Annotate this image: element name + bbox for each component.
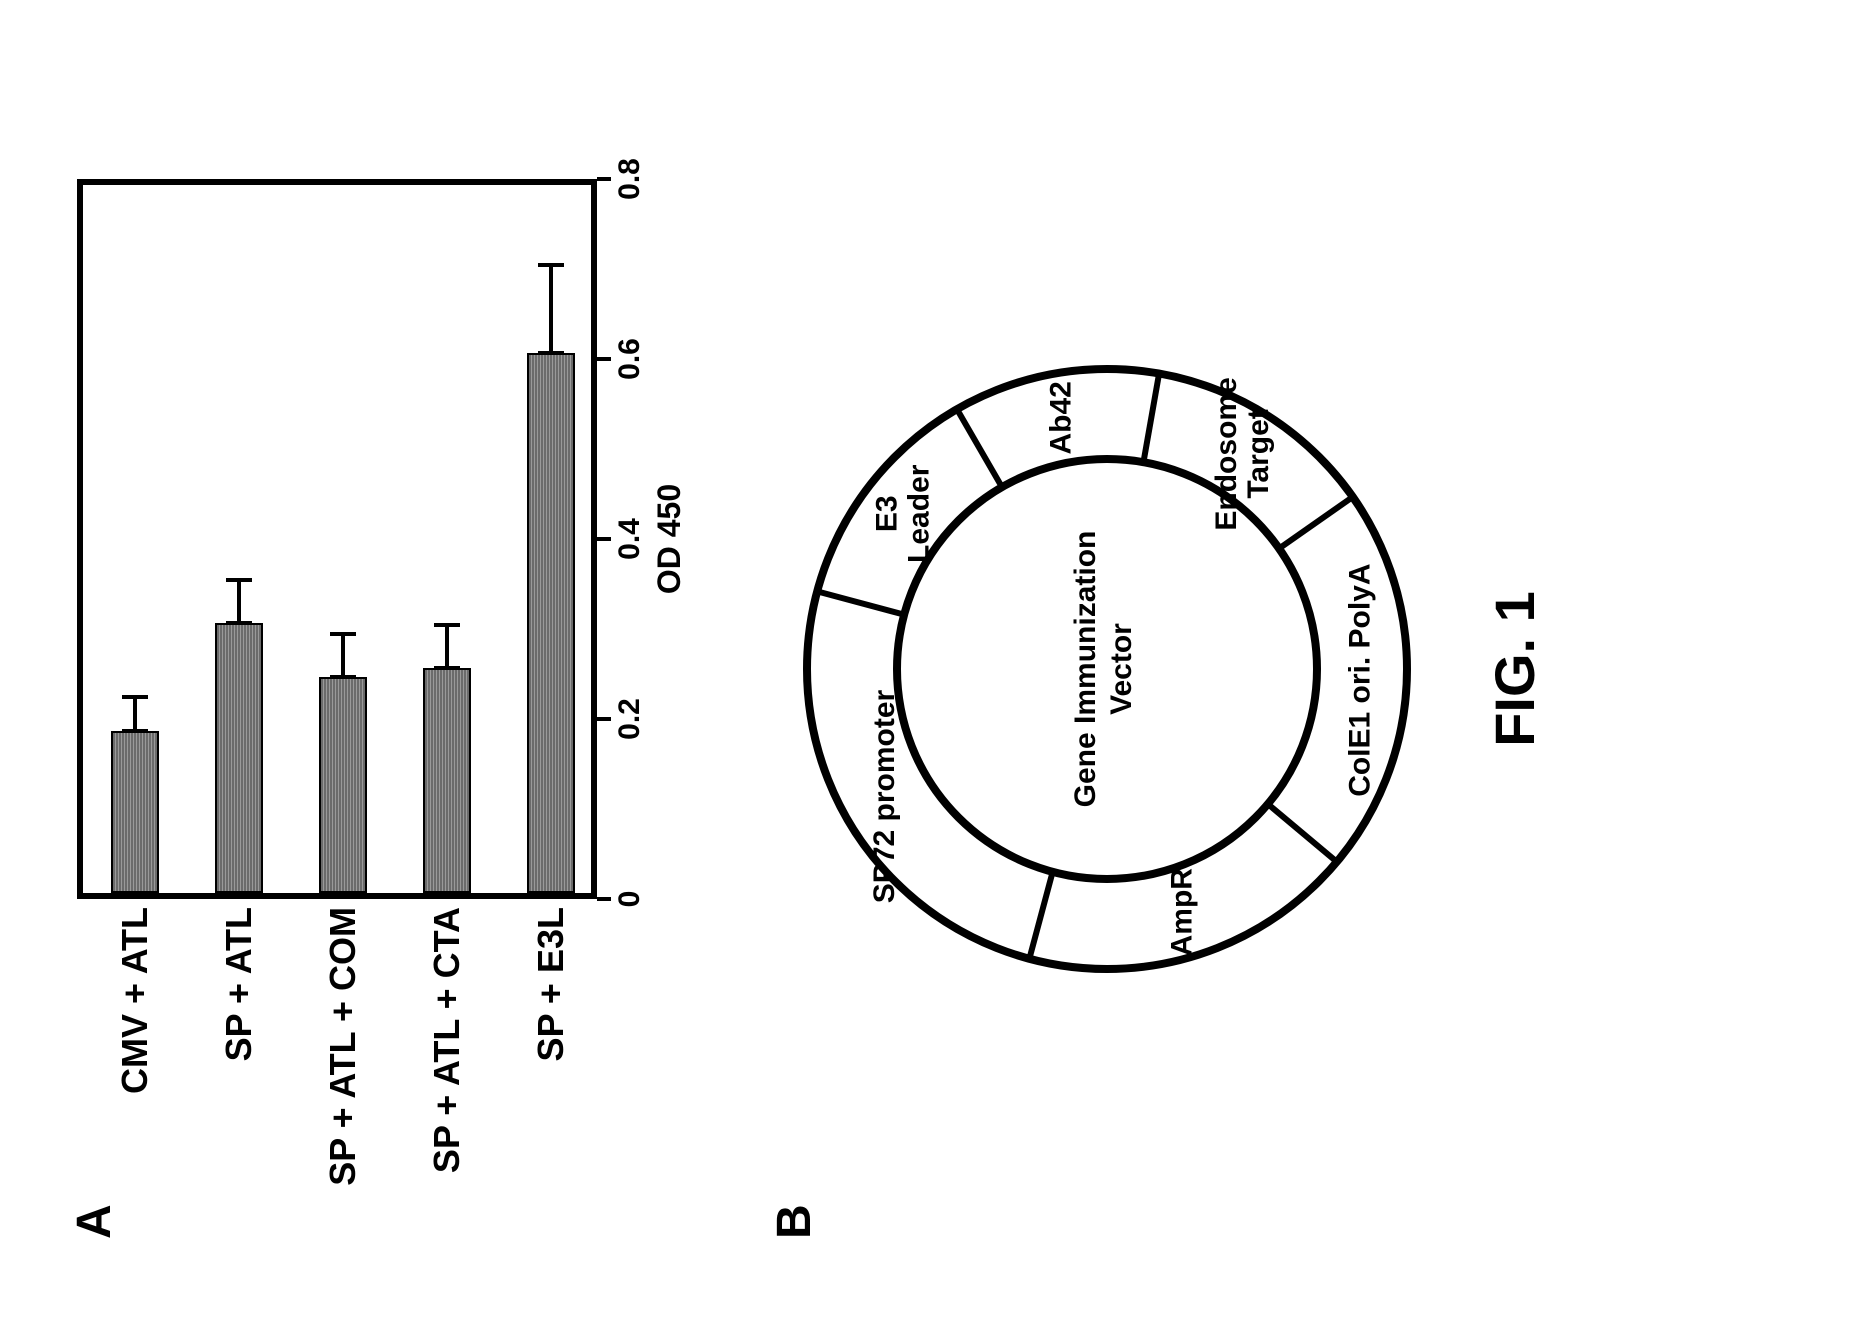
segment-label-group: AmpR	[1166, 867, 1199, 956]
segment-label: SP72 promoter	[868, 689, 901, 903]
x-tick-label: 0.2	[613, 698, 647, 740]
bar-chart-bars: CMV + ATL SP + ATL SP + ATL + COM SP + ATL …	[83, 185, 591, 893]
error-bar	[133, 697, 137, 733]
bar	[423, 668, 471, 893]
segment-label-group: Ab42	[1045, 381, 1078, 454]
bar-category-label: SP + ATL + CTA	[426, 893, 468, 1217]
x-tick-label: 0	[613, 890, 647, 907]
x-tick-label: 0.8	[613, 158, 647, 200]
x-tick	[597, 897, 611, 901]
x-tick	[597, 357, 611, 361]
bar-row: SP + ATL + COM	[313, 677, 373, 893]
bar-row: SP + E3L	[521, 353, 581, 893]
bar-row: SP + ATL	[209, 623, 269, 893]
bar-category-label: SP + E3L	[530, 893, 572, 1217]
x-tick	[597, 537, 611, 541]
bar-row: SP + ATL + CTA	[417, 668, 477, 893]
error-bar	[445, 625, 449, 670]
panel-b: B SP72 promoterE3LeaderAb42EndosomeTarge…	[747, 119, 1467, 1219]
panel-b-label: B	[767, 1204, 822, 1239]
x-tick	[597, 177, 611, 181]
bar	[319, 677, 367, 893]
bar-chart-x-axis: OD 450 00.20.40.60.8	[597, 179, 687, 899]
x-tick	[597, 717, 611, 721]
segment-label-group: ColE1 ori. PolyA	[1344, 563, 1377, 796]
x-tick-label: 0.4	[613, 518, 647, 560]
segment-label: Target	[1242, 409, 1275, 498]
bar	[215, 623, 263, 893]
plasmid-center-line2: Vector	[1105, 622, 1138, 714]
segment-label: Ab42	[1045, 381, 1078, 454]
bar	[527, 353, 575, 893]
error-bar	[549, 265, 553, 355]
segment-label-group: SP72 promoter	[868, 689, 901, 903]
segment-label: ColE1 ori. PolyA	[1344, 563, 1377, 796]
segment-label: Leader	[903, 464, 936, 563]
bar-category-label: SP + ATL + COM	[322, 893, 364, 1217]
bar-category-label: CMV + ATL	[114, 893, 156, 1217]
bar-chart-box: CMV + ATL SP + ATL SP + ATL + COM SP + ATL …	[77, 179, 597, 899]
x-axis-title: OD 450	[651, 483, 688, 593]
plasmid-map: SP72 promoter E3Leader Ab42 EndosomeTarget C…	[757, 319, 1457, 1019]
figure-caption: FIG. 1	[1482, 591, 1547, 747]
bar-row: CMV + ATL	[105, 731, 165, 893]
bar	[111, 731, 159, 893]
error-bar	[237, 580, 241, 625]
error-bar	[341, 634, 345, 679]
segment-label: E3	[871, 495, 904, 532]
segment-label: AmpR	[1166, 867, 1199, 956]
plasmid-center-line1: Gene Immunization	[1069, 530, 1102, 807]
bar-category-label: SP + ATL	[218, 893, 260, 1217]
segment-label: Endosome	[1210, 377, 1243, 530]
figure-1-wrap: A CMV + ATLSP + ATLSP + ATL + COMSP + AT…	[77, 69, 1777, 1269]
panel-a: A CMV + ATLSP + ATLSP + ATL + COMSP + AT…	[77, 119, 687, 1219]
x-tick-label: 0.6	[613, 338, 647, 380]
